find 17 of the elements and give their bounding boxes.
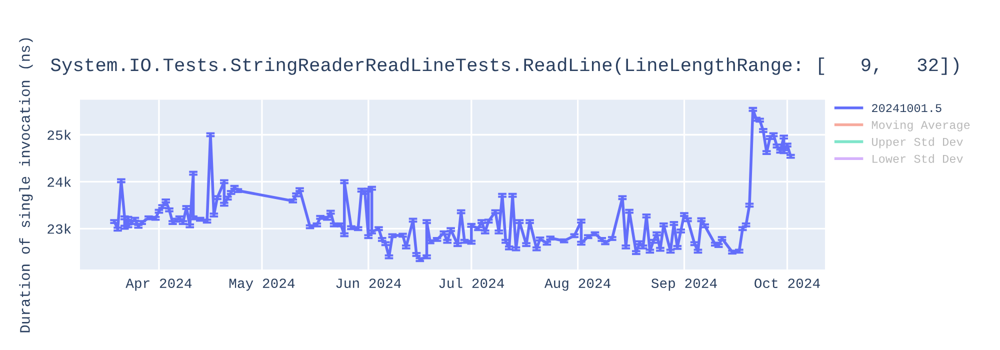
legend-label: Upper Std Dev	[872, 137, 963, 148]
legend-label: Moving Average	[872, 120, 970, 132]
y-axis-title: Duration of single invocation (ns)	[19, 38, 33, 332]
x-tick-label: Oct 2024	[754, 278, 820, 288]
x-tick-label: Aug 2024	[544, 278, 610, 291]
line-series	[112, 108, 792, 262]
y-tick-label: 24k	[48, 176, 71, 187]
y-tick-label: 23k	[48, 224, 71, 234]
x-tick-label: Apr 2024	[126, 278, 192, 291]
x-tick-label: May 2024	[229, 278, 295, 291]
x-tick-label: Sep 2024	[651, 278, 717, 291]
legend-label: Lower Std Dev	[872, 154, 963, 163]
x-tick-label: Jun 2024	[336, 278, 402, 288]
chart-title: System.IO.Tests.StringReaderReadLineTests.ReadLine(LineLengthRange: [ 9, 32])	[50, 57, 958, 75]
x-tick-label: Jul 2024	[439, 278, 504, 288]
y-tick-label: 25k	[48, 130, 71, 140]
legend-label: 20241001.5	[872, 104, 942, 112]
